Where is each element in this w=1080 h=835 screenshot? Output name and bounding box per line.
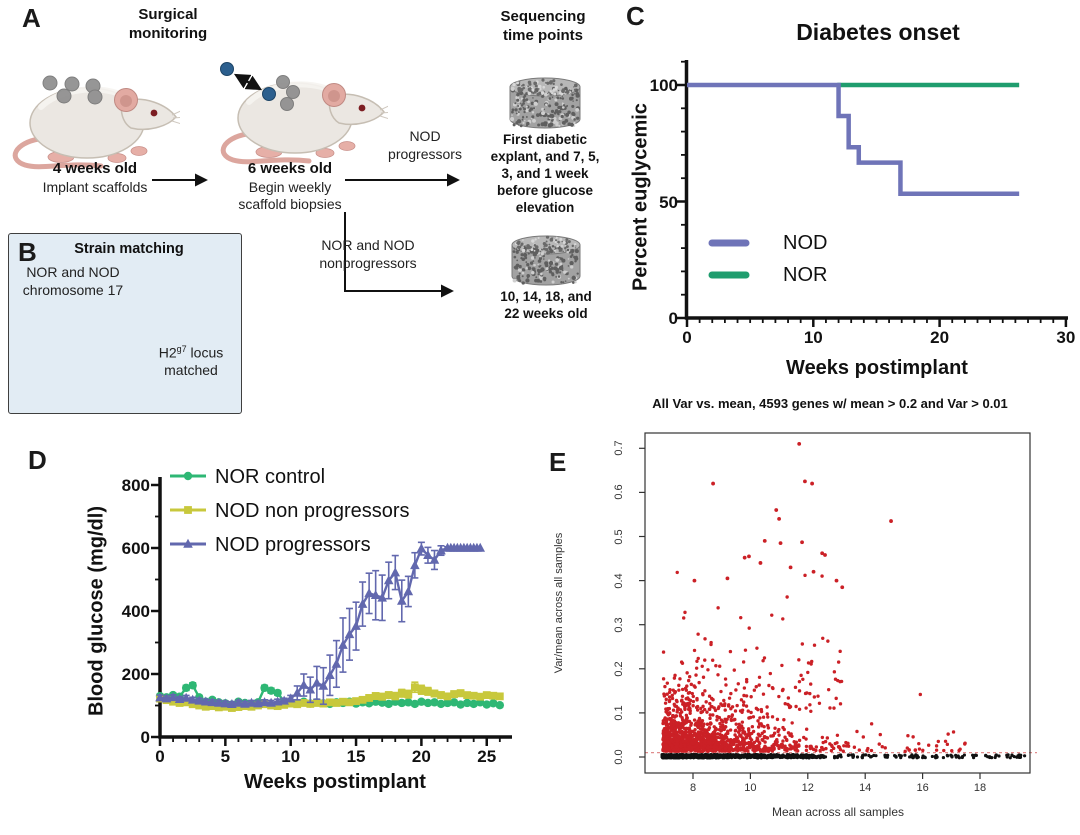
- e-y-tick-label: 0.1: [613, 705, 626, 721]
- e-y-tick-label: 0.0: [613, 749, 626, 765]
- locus-label: H2g7 locus matched: [145, 344, 237, 380]
- e-y-tick-label: 0.4: [613, 572, 626, 589]
- mouse-2-caption-age: 6 weeks old: [247, 160, 333, 177]
- diabetes-onset-title: Diabetes onset: [796, 19, 960, 45]
- scaffold-2-caption: 10, 14, 18, and 22 weeks old: [500, 289, 592, 321]
- panel-label-d: D: [28, 445, 47, 475]
- biopsy-dots-and-arrow: [220, 62, 276, 101]
- locus-label-sup: g7: [176, 344, 187, 354]
- d-x-tick-label: 15: [346, 747, 366, 766]
- blood-glucose-chart: [151, 471, 512, 746]
- strain-matching-box: [8, 233, 242, 414]
- c-legend-label-nor: NOR: [783, 264, 828, 286]
- d-x-tick-label: 0: [155, 747, 165, 766]
- mouse-1-caption: 4 weeks old Implant scaffolds: [15, 160, 175, 196]
- diabetes-onset-chart: [677, 60, 1068, 327]
- scaffold-image-progressors: [509, 77, 581, 129]
- panel-label-e: E: [549, 447, 567, 477]
- series-square: [156, 681, 504, 712]
- d-x-axis-label: Weeks postimplant: [244, 771, 426, 793]
- nonprogressors-arrow-label: NOR and NOD nonprogressors: [319, 237, 417, 271]
- c-x-axis-label: Weeks postimplant: [786, 357, 968, 379]
- e-title: All Var vs. mean, 4593 genes w/ mean > 0…: [652, 396, 1008, 411]
- e-x-tick-label: 8: [689, 782, 697, 794]
- var-vs-mean-scatter: [639, 432, 1037, 779]
- e-x-tick-label: 18: [973, 782, 987, 794]
- c-legend-label-nod: NOD: [783, 232, 828, 254]
- locus-label-line2: matched: [164, 362, 218, 379]
- d-legend-label-nod-nonprogressors: NOD non progressors: [215, 500, 410, 522]
- e-y-axis-label: Var/mean across all samples: [553, 532, 566, 674]
- e-x-tick-label: 14: [859, 782, 872, 794]
- mouse-2-caption: 6 weeks old Begin weekly scaffold biopsi…: [212, 160, 368, 214]
- scaffold-implant-dots: [276, 75, 300, 111]
- d-y-tick-label: 800: [121, 476, 150, 495]
- locus-label-post: locus: [186, 344, 224, 361]
- nonsignificant-gene-points: [660, 752, 1027, 760]
- panel-label-b: B: [18, 237, 37, 267]
- series-triangle: [155, 541, 486, 709]
- c-x-tick-label: 10: [803, 328, 823, 347]
- d-legend-label-nod-progressors: NOD progressors: [215, 534, 371, 556]
- d-x-tick-label: 25: [477, 747, 497, 766]
- c-y-tick-label: 50: [659, 192, 678, 212]
- locus-label-pre: H2: [158, 344, 177, 361]
- d-x-tick-label: 20: [411, 747, 431, 766]
- c-x-tick-label: 30: [1056, 328, 1076, 347]
- surgical-monitoring-heading: Surgical monitoring: [128, 6, 208, 42]
- panel-label-a: A: [22, 3, 41, 33]
- significant-gene-points: [661, 441, 967, 754]
- chromosome-label: NOR and NOD chromosome 17: [22, 264, 124, 298]
- d-legend-label-nor-control: NOR control: [215, 466, 326, 488]
- sequencing-timepoints-heading: Sequencing time points: [500, 8, 586, 44]
- c-x-tick-label: 20: [930, 328, 950, 347]
- d-x-tick-label: 5: [220, 747, 231, 766]
- d-y-tick-label: 200: [121, 665, 150, 684]
- mouse-2-caption-action: Begin weekly scaffold biopsies: [238, 178, 342, 213]
- e-y-tick-label: 0.6: [613, 484, 626, 501]
- c-x-tick-label: 0: [682, 328, 692, 347]
- scaffold-1-caption: First diabetic explant, and 7, 5, 3, and…: [490, 132, 600, 215]
- e-y-tick-label: 0.5: [613, 528, 626, 545]
- e-x-tick-label: 16: [916, 782, 929, 794]
- c-y-tick-label: 0: [668, 309, 678, 328]
- strain-matching-title: Strain matching: [74, 241, 184, 257]
- nod-progressors-arrow-label: NOD progressors: [388, 128, 462, 162]
- d-y-tick-label: 600: [121, 539, 150, 558]
- c-y-tick-label: 100: [649, 76, 678, 95]
- e-x-tick-label: 10: [744, 782, 757, 794]
- mouse-2-illustration: [220, 62, 396, 162]
- d-x-tick-label: 10: [281, 747, 301, 766]
- panel-label-c: C: [626, 1, 645, 31]
- e-y-tick-label: 0.2: [613, 661, 626, 677]
- e-y-tick-label: 0.3: [613, 617, 626, 633]
- mouse-1-caption-action: Implant scaffolds: [42, 178, 148, 195]
- scaffold-implant-dots: [42, 75, 103, 105]
- mouse-1-caption-age: 4 weeks old: [52, 160, 138, 177]
- scaffold-image-nonprogressors: [511, 235, 581, 286]
- mouse-1-illustration: [15, 75, 187, 167]
- d-y-tick-label: 0: [140, 728, 150, 747]
- flow-arrows: [152, 173, 460, 298]
- d-y-tick-label: 400: [121, 602, 150, 621]
- e-y-tick-label: 0.7: [613, 440, 626, 456]
- e-x-axis-label: Mean across all samples: [771, 805, 905, 819]
- e-x-tick-label: 12: [801, 782, 814, 794]
